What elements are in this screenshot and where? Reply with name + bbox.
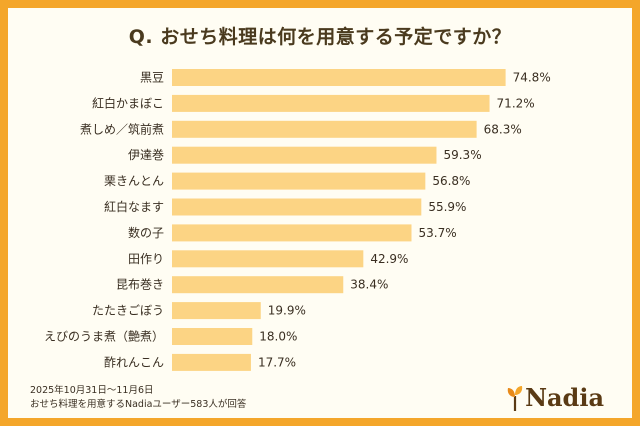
- value-label: 68.3%: [484, 122, 522, 136]
- value-label: 38.4%: [350, 278, 388, 292]
- value-label: 42.9%: [370, 252, 408, 266]
- category-label: 紅白かまぼこ: [92, 95, 164, 110]
- value-label: 53.7%: [419, 226, 457, 240]
- value-label: 18.0%: [259, 330, 297, 344]
- bar: [172, 172, 426, 190]
- category-label: えびのうま煮（艶煮）: [44, 329, 164, 344]
- category-label: たたきごぼう: [92, 303, 164, 318]
- category-label: 栗きんとん: [104, 174, 164, 188]
- category-label: 伊達巻: [128, 148, 164, 162]
- survey-period: 2025年10月31日～11月6日: [30, 385, 154, 396]
- category-label: 紅白なます: [104, 199, 164, 214]
- bar: [172, 302, 261, 320]
- value-label: 71.2%: [497, 96, 535, 110]
- category-label: 数の子: [128, 225, 164, 240]
- value-label: 19.9%: [268, 304, 306, 318]
- survey-note: 2025年10月31日～11月6日 おせち料理を用意するNadiaユーザー583…: [30, 384, 246, 412]
- bar: [172, 94, 490, 112]
- bar: [172, 69, 506, 86]
- bar: [172, 353, 251, 371]
- bar: [172, 328, 253, 345]
- value-label: 56.8%: [432, 174, 470, 188]
- bar: [172, 224, 412, 242]
- sprout-icon: [507, 386, 523, 411]
- bar: [172, 198, 422, 216]
- category-label: 昆布巻き: [116, 278, 164, 292]
- category-label: 田作り: [128, 252, 164, 266]
- bar: [172, 146, 437, 164]
- value-label: 74.8%: [513, 71, 551, 85]
- nadia-logo: Nadia: [506, 383, 604, 412]
- bar: [172, 250, 364, 268]
- value-label: 17.7%: [258, 355, 296, 369]
- logo-text: Nadia: [525, 383, 604, 412]
- category-label: 黒豆: [140, 71, 164, 85]
- category-label: 酢れんこん: [104, 354, 164, 369]
- bar-chart: 黒豆 74.8% 紅白かまぼこ 71.2% 煮しめ／筑前煮 68.3% 伊達巻 59.3% 栗き…: [44, 69, 551, 371]
- chart-title: Q. おせち料理は何を用意する予定ですか？: [128, 26, 512, 48]
- value-label: 59.3%: [443, 148, 481, 162]
- bar: [172, 276, 344, 294]
- value-label: 55.9%: [428, 200, 466, 214]
- survey-respondents: おせち料理を用意するNadiaユーザー583人が回答: [30, 399, 247, 410]
- category-label: 煮しめ／筑前煮: [80, 121, 164, 136]
- bar: [172, 120, 477, 138]
